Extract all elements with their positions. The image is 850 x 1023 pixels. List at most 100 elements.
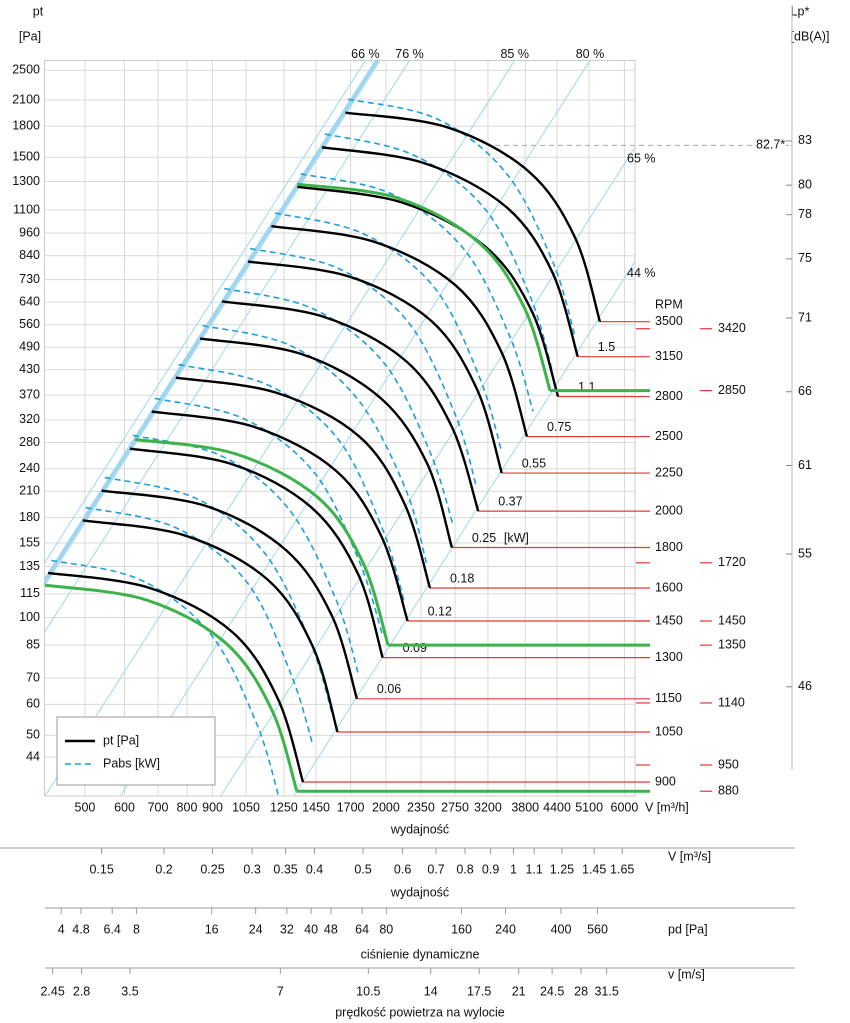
x-tick-label: 800 bbox=[177, 800, 198, 814]
motor-rpm-label: 1350 bbox=[718, 637, 746, 651]
highlight-curve bbox=[134, 438, 390, 646]
secondary-tick-label: 4 bbox=[58, 922, 65, 936]
secondary-tick-label: 24 bbox=[249, 922, 263, 936]
y2-tick-label: 55 bbox=[798, 546, 812, 560]
system-line bbox=[44, 60, 381, 587]
pt-curve bbox=[321, 146, 579, 358]
pabs-curve bbox=[347, 98, 576, 337]
y-tick-label: 1800 bbox=[12, 119, 40, 133]
secondary-tick-label: 31.5 bbox=[594, 984, 618, 998]
rpm-label: 1300 bbox=[655, 650, 683, 664]
y-axis-label: pt bbox=[33, 4, 44, 18]
pt-curve bbox=[221, 300, 480, 512]
secondary-tick-label: 21 bbox=[512, 984, 526, 998]
pabs-curve bbox=[224, 287, 455, 527]
pt-curve bbox=[47, 571, 305, 783]
y-tick-label: 2500 bbox=[12, 63, 40, 77]
pt-curve bbox=[101, 489, 359, 700]
secondary-tick-label: 0.3 bbox=[243, 862, 260, 876]
y-tick-label: 730 bbox=[19, 272, 40, 286]
x-tick-label: 600 bbox=[114, 800, 135, 814]
x-tick-label: 1250 bbox=[270, 800, 298, 814]
legend-label: pt [Pa] bbox=[103, 733, 139, 747]
system-line bbox=[44, 60, 376, 580]
y-tick-label: 280 bbox=[19, 435, 40, 449]
x-tick-label: 2350 bbox=[407, 800, 435, 814]
secondary-axis-title: wydajność bbox=[390, 885, 449, 899]
y-tick-label: 320 bbox=[19, 412, 40, 426]
rpm-title: RPM bbox=[655, 297, 683, 311]
secondary-tick-label: 2.8 bbox=[73, 984, 90, 998]
x-tick-label: 1450 bbox=[302, 800, 330, 814]
motor-rpm-label: 950 bbox=[718, 757, 739, 771]
x-tick-label: 3200 bbox=[474, 800, 502, 814]
secondary-tick-label: 0.7 bbox=[427, 862, 444, 876]
pt-curve bbox=[199, 337, 454, 548]
efficiency-line bbox=[44, 60, 366, 564]
secondary-tick-label: 1.25 bbox=[550, 862, 574, 876]
secondary-tick-label: 28 bbox=[574, 984, 588, 998]
pt-curve bbox=[175, 376, 432, 589]
pt-curve bbox=[345, 111, 602, 323]
kw-label: 0.55 bbox=[522, 456, 546, 470]
efficiency-label: 85 % bbox=[500, 47, 529, 61]
efficiency-line bbox=[119, 60, 591, 796]
rpm-label: 1150 bbox=[655, 691, 682, 705]
secondary-tick-label: 400 bbox=[551, 922, 572, 936]
y-tick-label: 44 bbox=[26, 749, 40, 763]
secondary-tick-label: 24.5 bbox=[540, 984, 564, 998]
pabs-curve bbox=[154, 397, 384, 636]
x-tick-label: 1700 bbox=[337, 800, 365, 814]
pt-curve bbox=[151, 410, 409, 622]
x-tick-label: 6000 bbox=[611, 800, 639, 814]
rpm-label: 900 bbox=[655, 774, 676, 788]
x-tick-label: 5100 bbox=[575, 800, 603, 814]
y-tick-label: 560 bbox=[19, 317, 40, 331]
pt-curve bbox=[271, 224, 529, 437]
x-tick-label: 500 bbox=[75, 800, 96, 814]
y-tick-label: 210 bbox=[19, 484, 40, 498]
y-tick-label: 1500 bbox=[12, 150, 40, 164]
y-tick-label: 50 bbox=[26, 728, 40, 742]
y-tick-label: 840 bbox=[19, 248, 40, 262]
y2-tick-label: 75 bbox=[798, 251, 812, 265]
secondary-tick-label: 40 bbox=[304, 922, 318, 936]
motor-rpm-label: 1450 bbox=[718, 613, 746, 627]
x-tick-label: 1050 bbox=[232, 800, 260, 814]
pabs-curve bbox=[178, 363, 406, 604]
secondary-tick-label: 10.5 bbox=[356, 984, 380, 998]
y2-tick-label: 66 bbox=[798, 384, 812, 398]
rpm-label: 1600 bbox=[655, 580, 683, 594]
efficiency-label: 76 % bbox=[395, 47, 424, 61]
secondary-tick-label: 4.8 bbox=[72, 922, 89, 936]
efficiency-line bbox=[44, 60, 516, 796]
y2-tick-label: 71 bbox=[798, 310, 812, 324]
secondary-tick-label: 160 bbox=[451, 922, 472, 936]
secondary-tick-label: 3.5 bbox=[121, 984, 138, 998]
motor-rpm-label: 880 bbox=[718, 784, 739, 798]
y2-tick-label: 83 bbox=[798, 133, 812, 147]
rpm-label: 3500 bbox=[655, 314, 683, 328]
x-axis-unit: V [m³/h] bbox=[645, 800, 689, 814]
y-tick-label: 180 bbox=[19, 510, 40, 524]
highlight-curve bbox=[297, 182, 552, 392]
y2-axis-label: Lp* bbox=[791, 4, 810, 18]
x-tick-label: 4400 bbox=[543, 800, 571, 814]
rpm-label: 2800 bbox=[655, 389, 683, 403]
motor-rpm-label: 3420 bbox=[718, 321, 746, 335]
secondary-tick-label: 0.4 bbox=[306, 862, 323, 876]
y-tick-label: 640 bbox=[19, 294, 40, 308]
motor-rpm-label: 1140 bbox=[718, 695, 745, 709]
kw-label: 0.18 bbox=[450, 571, 474, 585]
y2-axis-unit: [dB(A)] bbox=[791, 29, 830, 43]
kw-label: 0.09 bbox=[403, 641, 427, 655]
secondary-tick-label: 16 bbox=[205, 922, 219, 936]
rpm-label: 3150 bbox=[655, 349, 683, 363]
secondary-tick-label: 1.45 bbox=[582, 862, 606, 876]
x-tick-label: 3800 bbox=[511, 800, 539, 814]
secondary-tick-label: 32 bbox=[280, 922, 294, 936]
kw-label: 0.25 bbox=[472, 531, 496, 545]
y-tick-label: 85 bbox=[26, 637, 40, 651]
